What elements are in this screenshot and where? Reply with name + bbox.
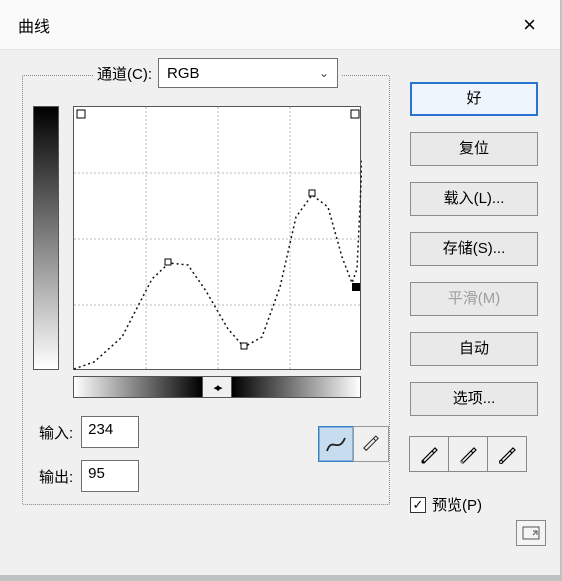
eyedropper-gray[interactable]	[448, 436, 488, 472]
eyedropper-icon	[418, 443, 440, 465]
output-field[interactable]: 95	[81, 460, 139, 492]
channel-row: 通道(C): RGB ⌄	[93, 58, 342, 88]
smooth-button: 平滑(M)	[410, 282, 538, 316]
vertical-gradient	[33, 106, 59, 370]
curve-svg	[74, 107, 362, 371]
tool-pencil-button[interactable]	[353, 426, 389, 462]
curve-handle-selected[interactable]	[352, 283, 360, 291]
hgrad-flip[interactable]: ◂▸	[202, 377, 232, 397]
curve-handle[interactable]	[165, 259, 171, 265]
curve-icon	[324, 432, 348, 456]
hgrad-right	[232, 377, 360, 397]
channel-label: 通道(C):	[97, 63, 152, 84]
eyedropper-icon	[457, 443, 479, 465]
pencil-icon	[359, 432, 383, 456]
save-button[interactable]: 存储(S)...	[410, 232, 538, 266]
titlebar: 曲线 ×	[0, 0, 560, 50]
preview-row[interactable]: ✓ 预览(P)	[410, 494, 540, 515]
curves-dialog: 曲线 × 通道(C): RGB ⌄	[0, 0, 560, 575]
curve-handle[interactable]	[309, 190, 315, 196]
right-column: 好 复位 载入(L)... 存储(S)... 平滑(M) 自动 选项... ✓ …	[410, 82, 540, 515]
eyedropper-black[interactable]	[409, 436, 449, 472]
eyedropper-row	[410, 436, 540, 472]
tool-curve-button[interactable]	[318, 426, 354, 462]
preview-checkbox[interactable]: ✓	[410, 497, 426, 513]
tool-toggle	[319, 426, 389, 462]
horizontal-gradient[interactable]: ◂▸	[73, 376, 361, 398]
hgrad-left	[74, 377, 202, 397]
preview-label: 预览(P)	[432, 494, 482, 515]
auto-button[interactable]: 自动	[410, 332, 538, 366]
eyedropper-icon	[496, 443, 518, 465]
output-row: 输出: 95	[39, 460, 139, 492]
curve-handle[interactable]	[241, 343, 247, 349]
input-label: 输入:	[39, 422, 73, 443]
curve-group: 通道(C): RGB ⌄	[22, 75, 390, 505]
output-label: 输出:	[39, 466, 73, 487]
channel-select[interactable]: RGB ⌄	[158, 58, 338, 88]
close-icon[interactable]: ×	[517, 12, 542, 38]
channel-value: RGB	[167, 65, 200, 82]
grip-icon	[522, 526, 540, 540]
input-field[interactable]: 234	[81, 416, 139, 448]
curve-canvas[interactable]	[73, 106, 361, 370]
window-title: 曲线	[18, 13, 50, 37]
reset-button[interactable]: 复位	[410, 132, 538, 166]
chevron-down-icon: ⌄	[319, 66, 329, 80]
eyedropper-white[interactable]	[487, 436, 527, 472]
resize-grip-icon[interactable]	[516, 520, 546, 546]
options-button[interactable]: 选项...	[410, 382, 538, 416]
input-row: 输入: 234	[39, 416, 139, 448]
load-button[interactable]: 载入(L)...	[410, 182, 538, 216]
ok-button[interactable]: 好	[410, 82, 538, 116]
